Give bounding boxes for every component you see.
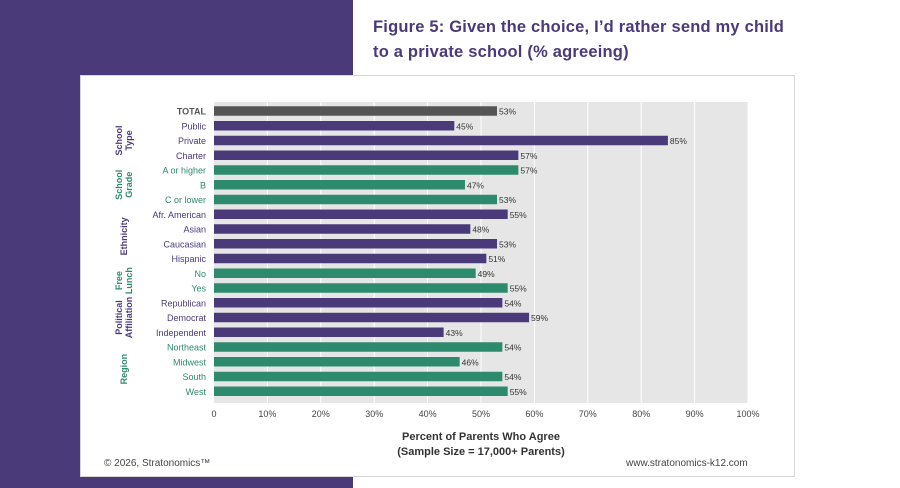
category-label: Private	[178, 136, 206, 146]
category-label: Public	[181, 121, 206, 131]
bar	[214, 209, 508, 219]
group-label: Region	[119, 354, 129, 385]
bar	[214, 386, 508, 396]
data-label: 51%	[488, 254, 505, 264]
data-label: 54%	[504, 343, 521, 353]
category-label: Yes	[191, 284, 206, 294]
x-tick-label: 0	[211, 409, 216, 419]
data-label: 43%	[446, 328, 463, 338]
group-label: Ethnicity	[119, 217, 129, 255]
bar	[214, 239, 498, 249]
x-axis-sublabel: (Sample Size = 17,000+ Parents)	[397, 446, 565, 458]
category-label: Democrat	[167, 313, 207, 323]
group-label: SchoolType	[114, 125, 134, 155]
category-label: Asian	[183, 225, 206, 235]
figure-title: Figure 5: Given the choice, I’d rather s…	[373, 18, 785, 61]
bar	[214, 135, 668, 146]
data-label: 55%	[510, 387, 527, 397]
bar	[214, 268, 476, 278]
bars-layer: TOTAL 53% Public 45% Private 85% Charter 57% Sch…	[114, 106, 687, 397]
category-label: Caucasian	[163, 239, 206, 249]
category-label: Midwest	[173, 357, 207, 367]
category-label: Hispanic	[171, 254, 206, 264]
data-label: 49%	[478, 269, 495, 279]
bar	[214, 371, 503, 382]
x-tick-label: 50%	[472, 409, 490, 419]
category-label: Northeast	[167, 343, 207, 353]
category-label: West	[186, 387, 207, 397]
data-label: 48%	[472, 225, 489, 235]
x-tick-label: 10%	[258, 409, 276, 419]
x-tick-label: 80%	[632, 409, 650, 419]
category-label: Charter	[176, 151, 206, 161]
bar	[214, 165, 519, 175]
category-label: B	[200, 180, 206, 190]
x-tick-label: 100%	[736, 409, 759, 419]
category-label: TOTAL	[177, 107, 207, 117]
website-link[interactable]: www.stratonomics-k12.com	[626, 458, 748, 469]
bar	[214, 106, 498, 116]
data-label: 53%	[499, 195, 516, 205]
data-label: 55%	[510, 284, 527, 294]
bar	[214, 298, 503, 308]
data-label: 85%	[670, 136, 687, 146]
bar	[214, 121, 455, 131]
category-label: Afr. American	[152, 210, 206, 220]
data-label: 57%	[520, 151, 537, 161]
data-label: 45%	[456, 121, 473, 131]
data-label: 53%	[499, 239, 516, 249]
data-label: 53%	[499, 107, 516, 117]
x-tick-label: 40%	[419, 409, 437, 419]
data-label: 46%	[462, 357, 479, 367]
group-label: PoliticalAffiliation	[114, 297, 134, 339]
bar	[214, 224, 471, 234]
x-tick-label: 70%	[579, 409, 597, 419]
data-label: 54%	[504, 372, 521, 382]
x-axis-label: Percent of Parents Who Agree	[402, 431, 560, 443]
data-label: 57%	[520, 166, 537, 176]
bar-chart: TOTAL 53% Public 45% Private 85% Charter 57% Sch…	[114, 102, 760, 458]
data-label: 47%	[467, 180, 484, 190]
data-label: 55%	[510, 210, 527, 220]
bar	[214, 253, 487, 264]
bar	[214, 194, 498, 205]
data-label: 54%	[504, 298, 521, 308]
category-label: C or lower	[165, 195, 206, 205]
group-label: SchoolGrade	[114, 170, 134, 200]
x-tick-label: 30%	[365, 409, 383, 419]
category-label: Republican	[161, 298, 206, 308]
bar	[214, 312, 530, 323]
bar	[214, 357, 460, 367]
category-label: A or higher	[162, 166, 206, 176]
bar	[214, 342, 503, 352]
bar	[214, 283, 508, 293]
category-label: Independent	[156, 328, 207, 338]
bar	[214, 327, 444, 337]
x-tick-label: 90%	[686, 409, 704, 419]
copyright-text: © 2026, Stratonomics™	[104, 458, 211, 469]
bar	[214, 180, 465, 190]
group-label: FreeLunch	[114, 267, 134, 294]
x-tick-label: 20%	[312, 409, 330, 419]
chart-card: TOTAL 53% Public 45% Private 85% Charter 57% Sch…	[80, 75, 795, 477]
category-label: South	[182, 372, 206, 382]
x-tick-label: 60%	[525, 409, 543, 419]
bar	[214, 150, 519, 160]
category-label: No	[194, 269, 206, 279]
data-label: 59%	[531, 313, 548, 323]
x-axis-ticks: 0 10% 20% 30% 40% 50% 60% 70% 80% 90% 100%	[211, 409, 759, 419]
